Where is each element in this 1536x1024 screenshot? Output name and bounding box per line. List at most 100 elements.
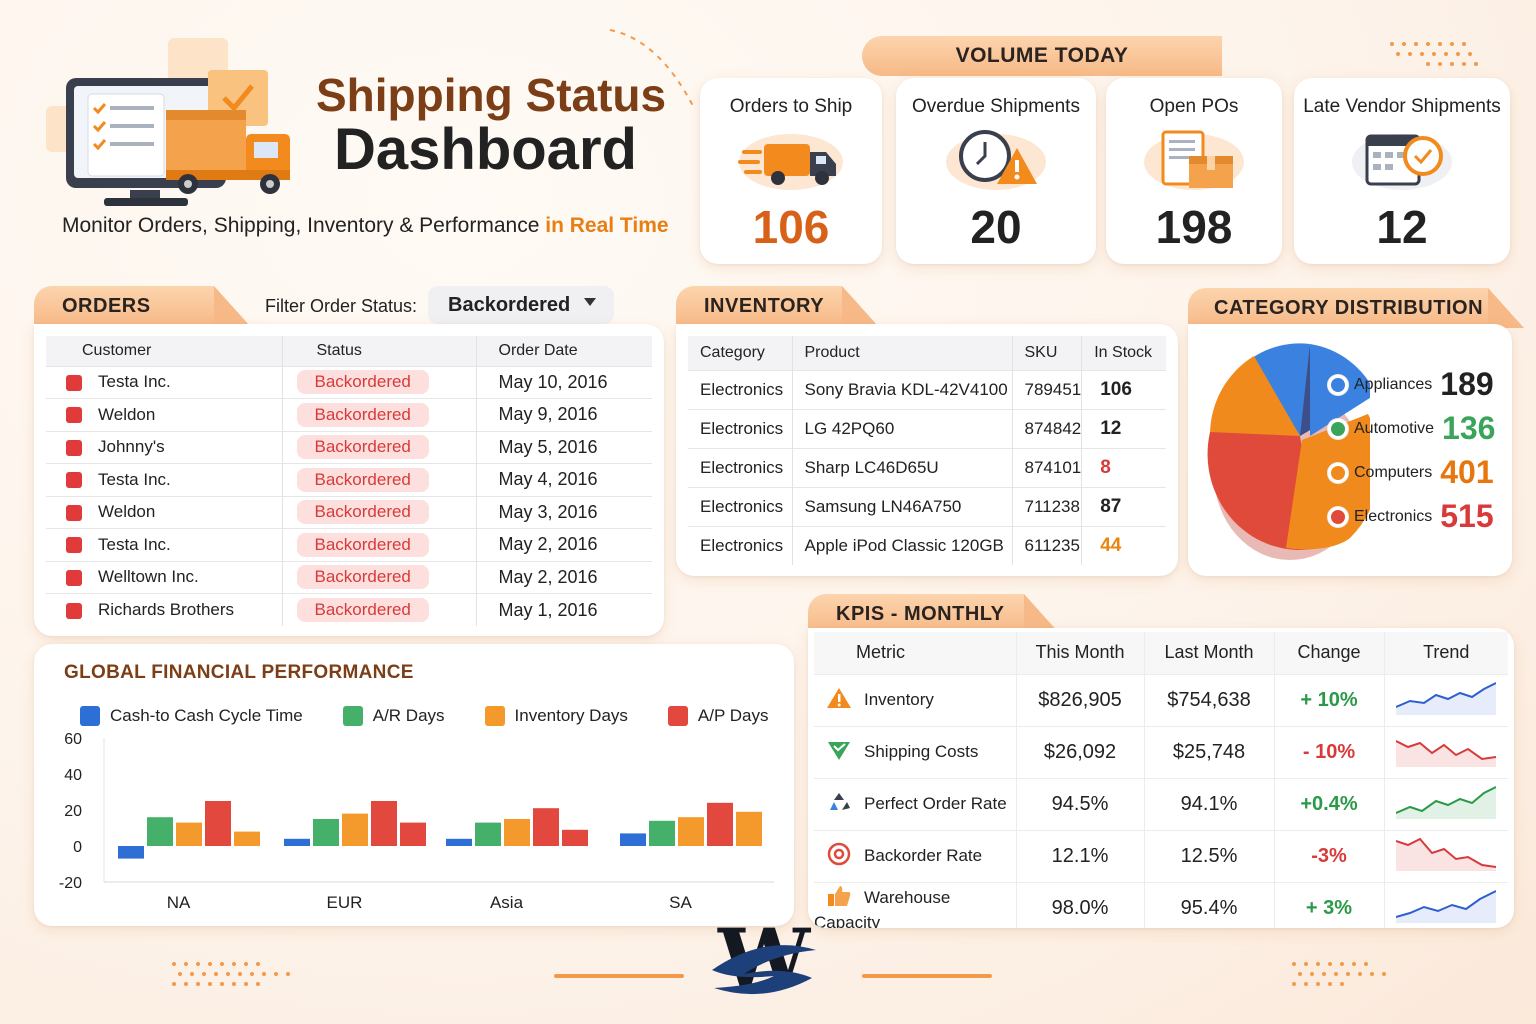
kpi-row[interactable]: Backorder Rate 12.1% 12.5% -3% — [814, 829, 1508, 882]
filter-order-status-dropdown[interactable]: Backordered — [428, 286, 614, 324]
bar-asia-2[interactable] — [504, 819, 530, 846]
order-date-cell: May 1, 2016 — [475, 593, 652, 626]
bar-asia-0[interactable] — [446, 838, 472, 846]
table-row[interactable]: Electronics Sharp LC46D65U 874101 8 — [688, 447, 1166, 487]
legend-label: Electronics — [1354, 507, 1433, 525]
legend-item: Inventory Days — [484, 706, 628, 726]
bar-na-2[interactable] — [176, 822, 202, 846]
change-cell: + 10% — [1273, 673, 1384, 726]
financial-bar-chart: 60 40 20 0 -20 NA EUR Asia SA — [59, 732, 774, 912]
kpi-row[interactable]: Warehouse Capacity 98.0% 95.4% + 3% — [814, 881, 1508, 928]
metric-name: Backorder Rate — [864, 845, 983, 865]
legend-label: A/P Days — [697, 706, 769, 725]
legend-label: Computers — [1354, 463, 1433, 481]
volume-today-header: VOLUME TODAY — [862, 36, 1222, 76]
column-header-last-month[interactable]: Last Month — [1143, 632, 1274, 674]
column-header-order-date[interactable]: Order Date — [475, 336, 652, 366]
column-header-metric[interactable]: Metric — [814, 632, 1016, 674]
chart-legend: Cash-to Cash Cycle Time A/R Days Inventory… — [80, 706, 808, 731]
decorative-dots — [1390, 42, 1478, 66]
table-row[interactable]: Richards Brothers Backordered May 1, 2016 — [46, 593, 652, 626]
column-header-in-stock[interactable]: In Stock — [1081, 336, 1166, 370]
bar-sa-0[interactable] — [620, 833, 646, 846]
inventory-table: Category Product SKU In Stock Electronic… — [688, 336, 1166, 565]
column-header-trend[interactable]: Trend — [1383, 632, 1508, 674]
status-cell: Backordered — [281, 495, 476, 529]
volume-card-overdue-shipments[interactable]: Overdue Shipments 20 — [896, 78, 1096, 264]
column-header-this-month[interactable]: This Month — [1015, 632, 1144, 674]
customer-name: Johnny's — [98, 437, 165, 457]
metric-cell: Perfect Order Rate — [814, 777, 1016, 830]
kpi-row[interactable]: Perfect Order Rate 94.5% 94.1% +0.4% — [814, 777, 1508, 830]
legend-swatch — [667, 706, 688, 726]
table-row[interactable]: Welltown Inc. Backordered May 2, 2016 — [46, 560, 652, 594]
bar-sa-3[interactable] — [707, 802, 733, 846]
subtitle-main: Monitor Orders, Shipping, Inventory & Pe… — [62, 214, 540, 237]
computer-truck-illustration — [46, 38, 290, 206]
in-stock-cell: 8 — [1081, 447, 1166, 487]
category-legend-item-automotive: Automotive 136 — [1328, 410, 1495, 447]
column-header-customer[interactable]: Customer — [46, 336, 282, 366]
page-title-line2: Dashboard — [334, 117, 637, 182]
bar-eur-0[interactable] — [284, 838, 310, 846]
customer-cell: Weldon — [46, 495, 282, 529]
table-row[interactable]: Weldon Backordered May 3, 2016 — [46, 495, 652, 529]
company-logo: W — [712, 914, 816, 1006]
status-badge: Backordered — [296, 500, 429, 525]
volume-card-open-pos[interactable]: Open POs 198 — [1106, 78, 1282, 264]
bar-na-1[interactable] — [147, 817, 173, 846]
volume-card-orders-to-ship[interactable]: Orders to Ship 106 — [700, 78, 882, 264]
bar-na-3[interactable] — [205, 801, 231, 846]
kpi-row[interactable]: Inventory $826,905 $754,638 + 10% — [814, 673, 1508, 726]
column-header-change[interactable]: Change — [1273, 632, 1384, 674]
trend-sparkline — [1395, 682, 1497, 715]
status-indicator — [66, 374, 82, 391]
metric-cell: Backorder Rate — [814, 829, 1016, 882]
sku-cell: 711238 — [1011, 486, 1082, 526]
bar-na-0[interactable] — [118, 846, 144, 859]
bar-asia-3[interactable] — [533, 808, 559, 846]
legend-item: Cash-to Cash Cycle Time — [80, 706, 303, 726]
column-header-product[interactable]: Product — [791, 336, 1012, 370]
filter-order-status-value: Backordered — [448, 293, 571, 316]
bar-sa-2[interactable] — [678, 817, 704, 846]
bar-asia-4[interactable] — [562, 829, 588, 846]
bar-asia-1[interactable] — [475, 822, 501, 846]
table-row[interactable]: Electronics Sony Bravia KDL-42V4100 789451… — [688, 369, 1166, 409]
customer-name: Richards Brothers — [98, 600, 235, 619]
bar-sa-4[interactable] — [736, 811, 762, 846]
table-row[interactable]: Electronics Apple iPod Classic 120GB 61123… — [688, 525, 1166, 565]
column-header-sku[interactable]: SKU — [1011, 336, 1082, 370]
order-date-cell: May 3, 2016 — [475, 495, 652, 529]
bar-eur-1[interactable] — [313, 819, 339, 846]
table-row[interactable]: Electronics LG 42PQ60 874842 12 — [688, 408, 1166, 448]
legend-value: 515 — [1440, 498, 1494, 534]
category-cell: Electronics — [688, 408, 792, 448]
legend-label: Inventory Days — [514, 706, 628, 725]
kpi-row[interactable]: Shipping Costs $26,092 $25,748- 10% — [814, 725, 1508, 778]
table-row[interactable]: Weldon Backordered May 9, 2016 — [46, 398, 652, 431]
sku-cell: 874101 — [1011, 447, 1082, 487]
table-row[interactable]: Testa Inc. Backordered May 4, 2016 — [46, 463, 652, 496]
trend-cell — [1383, 673, 1508, 726]
table-row[interactable]: Testa Inc. Backordered May 2, 2016 — [46, 528, 652, 561]
volume-card-late-vendor-shipments[interactable]: Late Vendor Shipments 12 — [1294, 78, 1510, 264]
status-badge: Backordered — [296, 598, 429, 622]
change-cell: + 3% — [1273, 881, 1384, 928]
bar-eur-3[interactable] — [371, 801, 397, 846]
table-row[interactable]: Johnny's Backordered May 5, 2016 — [46, 430, 652, 464]
inventory-table-card: Category Product SKU In Stock Electronic… — [676, 324, 1178, 576]
column-header-status[interactable]: Status — [281, 336, 476, 366]
status-badge: Backordered — [296, 370, 429, 395]
status-indicator — [66, 407, 82, 424]
table-row[interactable]: Testa Inc. Backordered May 10, 2016 — [46, 365, 652, 399]
product-cell: Samsung LN46A750 — [791, 486, 1012, 526]
sku-cell: 789451 — [1011, 369, 1082, 409]
column-header-category[interactable]: Category — [688, 336, 792, 370]
bar-eur-4[interactable] — [400, 822, 426, 846]
bar-na-4[interactable] — [234, 831, 260, 846]
bar-sa-1[interactable] — [649, 820, 675, 846]
legend-value: 136 — [1442, 410, 1496, 446]
bar-eur-2[interactable] — [342, 813, 368, 846]
table-row[interactable]: Electronics Samsung LN46A750 711238 87 — [688, 486, 1166, 526]
